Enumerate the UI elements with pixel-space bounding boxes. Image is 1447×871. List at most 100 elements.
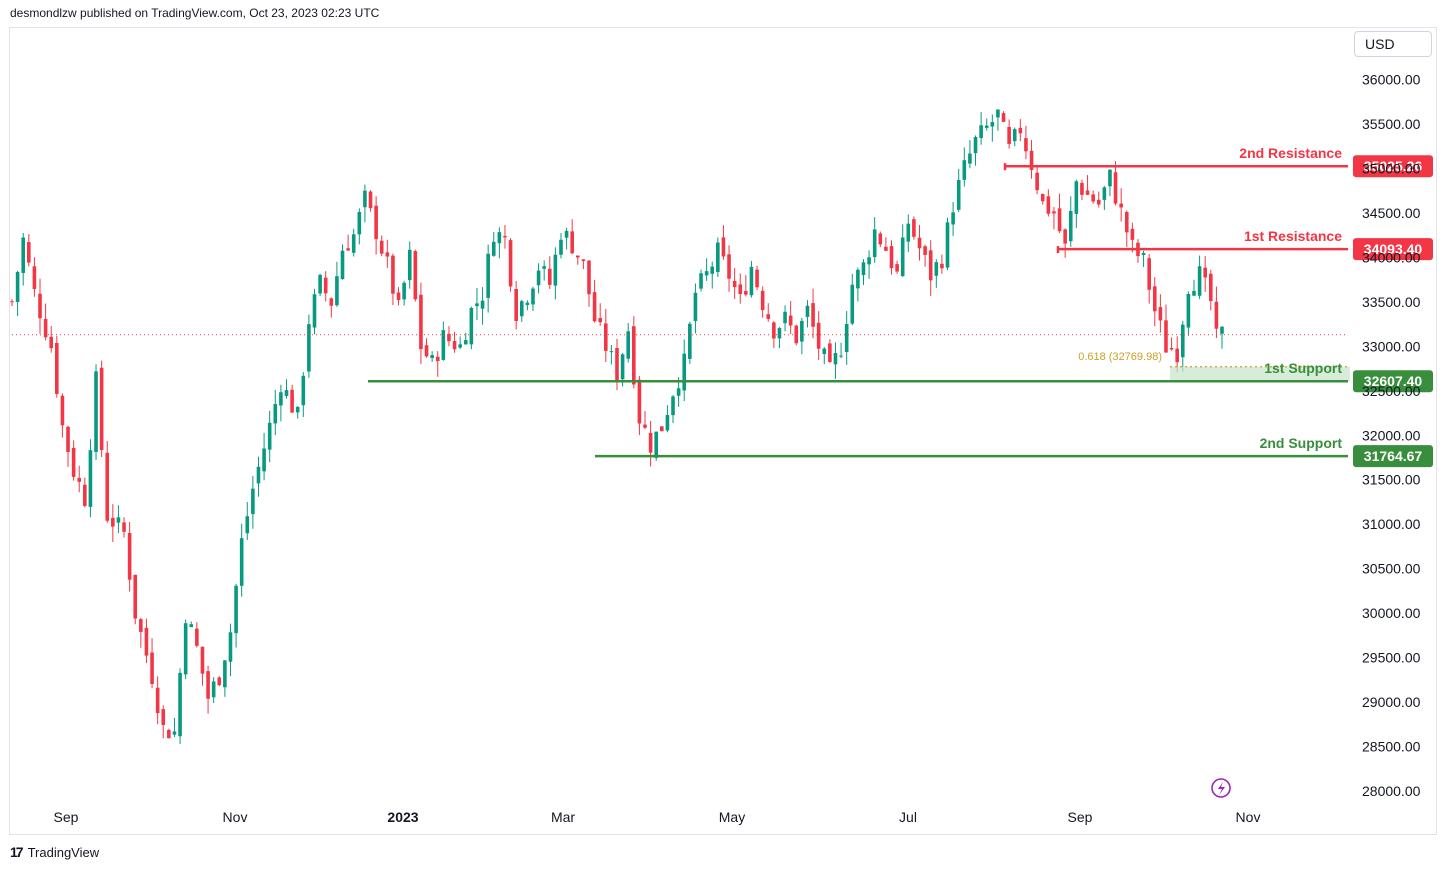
- candle-body: [1108, 169, 1112, 187]
- candle: [379, 235, 384, 257]
- candle: [116, 505, 121, 533]
- candle: [1040, 193, 1045, 205]
- candle-body: [710, 266, 715, 274]
- candle: [83, 477, 87, 508]
- candle-body: [256, 466, 261, 484]
- candle: [671, 394, 675, 424]
- candle-body: [447, 333, 451, 342]
- candle-body: [363, 190, 367, 208]
- candle: [150, 638, 154, 689]
- candle-body: [419, 294, 423, 350]
- candle-body: [284, 390, 289, 396]
- candle: [77, 465, 82, 493]
- candle: [273, 389, 278, 435]
- candle: [945, 217, 950, 271]
- candle-body: [424, 345, 429, 357]
- price-tick-label: 28000.00: [1362, 783, 1421, 799]
- candle: [570, 219, 574, 255]
- candle-body: [979, 125, 983, 139]
- price-tick-label: 33500.00: [1362, 294, 1421, 310]
- candle: [368, 190, 373, 212]
- candle-body: [155, 687, 160, 714]
- candle: [1180, 320, 1185, 372]
- candle: [856, 267, 860, 302]
- candle-body: [861, 262, 866, 276]
- candle: [94, 364, 98, 460]
- candle-body: [133, 574, 138, 619]
- candle-body: [1080, 182, 1084, 195]
- candle-body: [183, 623, 188, 675]
- candle: [396, 287, 401, 306]
- candle-body: [956, 179, 961, 210]
- candle-body: [559, 239, 563, 255]
- candle-body: [766, 314, 771, 319]
- candle-body: [357, 211, 362, 235]
- candle-body: [553, 254, 558, 286]
- candle-body: [77, 477, 82, 482]
- candle: [217, 676, 222, 687]
- candle-body: [760, 290, 765, 310]
- candle-body: [900, 237, 905, 276]
- candle: [923, 244, 927, 267]
- candle-body: [688, 323, 692, 359]
- candle: [1024, 125, 1028, 160]
- candle: [486, 244, 490, 313]
- candle: [1136, 239, 1140, 263]
- candle-body: [570, 231, 574, 254]
- candle: [206, 665, 210, 714]
- price-tick-label: 34500.00: [1362, 205, 1421, 221]
- candle-body: [1158, 307, 1163, 321]
- candle-body: [301, 375, 306, 406]
- candle: [407, 241, 412, 289]
- candle: [940, 254, 944, 274]
- candle-body: [1007, 126, 1011, 144]
- currency-selector[interactable]: USD: [1354, 31, 1432, 57]
- candle: [71, 440, 76, 481]
- candle: [912, 216, 916, 240]
- candle: [127, 521, 132, 592]
- candle-body: [940, 263, 944, 269]
- candle: [917, 224, 922, 261]
- candle: [788, 300, 793, 334]
- candle-body: [1220, 326, 1224, 334]
- candle-body: [1001, 113, 1006, 122]
- candle-body: [783, 311, 787, 324]
- candle: [43, 303, 48, 341]
- price-tick-label: 30000.00: [1362, 605, 1421, 621]
- candle-body: [727, 254, 731, 279]
- candle-body: [116, 517, 121, 523]
- tradingview-footer[interactable]: 17 TradingView: [10, 844, 99, 860]
- candle-body: [228, 632, 233, 662]
- candle-body: [973, 137, 978, 154]
- candle-body: [654, 431, 659, 458]
- candle-body: [682, 353, 687, 391]
- candle-body: [83, 484, 87, 506]
- candle: [1130, 222, 1135, 253]
- fib-zone: [1170, 366, 1350, 382]
- candle-body: [402, 282, 406, 300]
- candle-body: [1164, 320, 1168, 353]
- candle-body: [1208, 273, 1213, 301]
- time-tick-label: Mar: [551, 809, 575, 825]
- lightning-icon[interactable]: [1211, 778, 1231, 798]
- candle-body: [755, 269, 759, 288]
- candle: [1046, 189, 1051, 217]
- candle: [536, 263, 541, 294]
- candle: [239, 523, 244, 597]
- candle-body: [693, 292, 698, 322]
- candle: [1197, 255, 1202, 300]
- candle-body: [290, 389, 294, 413]
- candle-body: [94, 371, 98, 453]
- candle: [447, 326, 451, 347]
- candle-body: [385, 252, 390, 257]
- candle: [626, 322, 631, 363]
- candle-body: [1152, 286, 1157, 312]
- candle-body: [1197, 266, 1202, 296]
- price-tick-label: 32500.00: [1362, 383, 1421, 399]
- candle-body: [1124, 212, 1129, 233]
- candle: [1203, 256, 1207, 292]
- candle-body: [161, 709, 166, 726]
- candle: [228, 623, 233, 677]
- candle-body: [172, 731, 177, 735]
